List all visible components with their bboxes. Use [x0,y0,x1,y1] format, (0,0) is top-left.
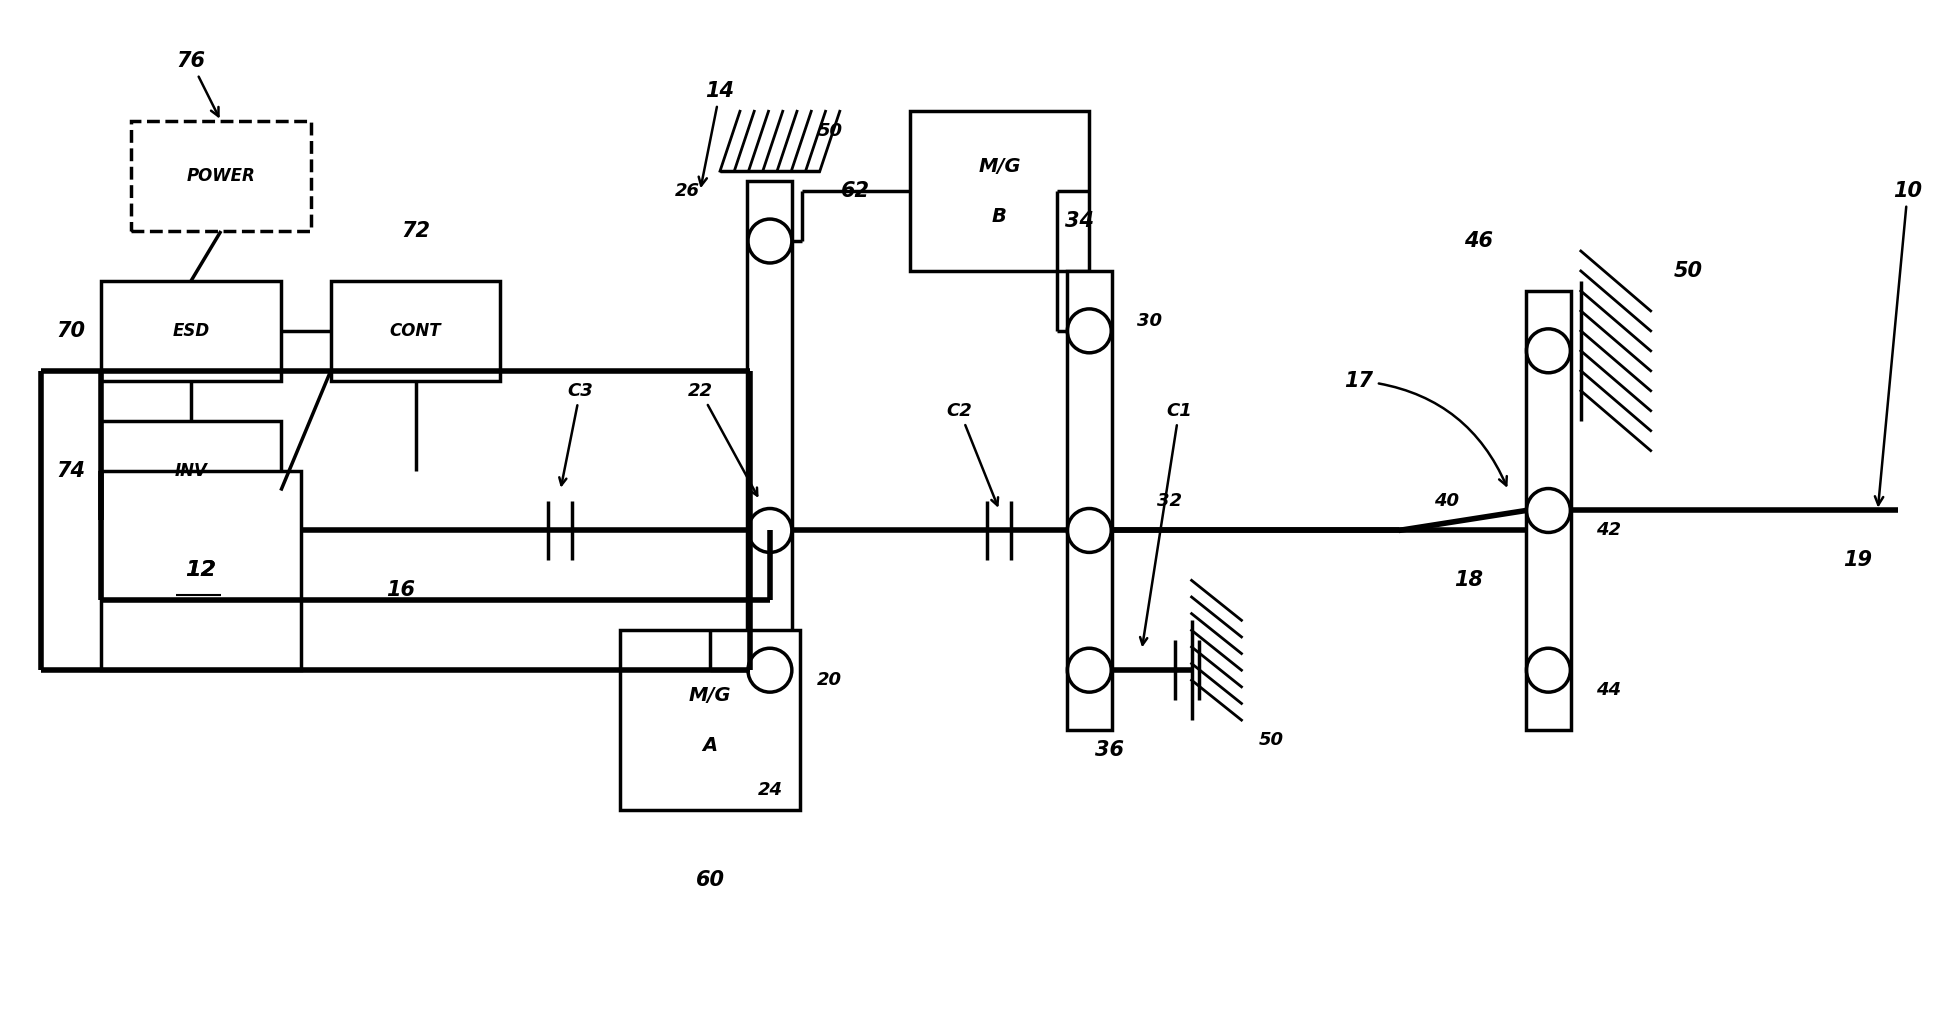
Text: CONT: CONT [390,322,441,340]
Text: 19: 19 [1843,550,1873,571]
Text: M/G: M/G [690,686,731,704]
Text: B: B [991,206,1007,226]
Bar [1526,291,1571,730]
Text: 30: 30 [1136,311,1162,330]
Bar [748,181,791,730]
Text: 26: 26 [676,182,699,200]
Text: 36: 36 [1095,740,1124,760]
Text: 40: 40 [1434,491,1459,509]
Text: 22: 22 [688,382,758,495]
Text: 74: 74 [57,460,86,481]
Text: 72: 72 [402,221,431,241]
Bar [331,281,500,381]
Text: 32: 32 [1156,491,1181,509]
Bar [1068,271,1113,730]
Text: 50: 50 [1673,261,1702,281]
Text: 62: 62 [840,181,870,201]
Text: 12: 12 [186,561,217,580]
Bar [102,471,302,670]
Text: 17: 17 [1344,371,1506,485]
Text: ESD: ESD [172,322,210,340]
Bar [621,630,799,810]
Text: A: A [703,735,717,755]
Text: 24: 24 [758,781,782,799]
Text: M/G: M/G [978,156,1021,176]
Text: 60: 60 [695,870,725,889]
Text: 20: 20 [817,671,842,689]
Bar [131,121,311,231]
Text: 12: 12 [186,561,217,580]
Text: 16: 16 [386,580,415,600]
Text: 10: 10 [1875,181,1922,505]
Text: POWER: POWER [186,167,255,185]
Text: C3: C3 [558,382,594,485]
Text: 70: 70 [57,321,86,341]
Text: C2: C2 [946,401,997,505]
Bar [102,421,280,521]
Text: 50: 50 [817,123,842,140]
Text: 76: 76 [176,51,219,116]
Bar [102,281,280,381]
Text: 34: 34 [1066,211,1093,231]
Bar [909,111,1089,271]
Text: 18: 18 [1454,571,1483,590]
Text: C1: C1 [1140,401,1191,644]
Text: 44: 44 [1597,681,1620,699]
Text: 50: 50 [1260,731,1283,749]
Text: 46: 46 [1463,231,1493,251]
Text: 14: 14 [699,82,735,186]
Text: 42: 42 [1597,522,1620,539]
Text: INV: INV [174,461,208,480]
